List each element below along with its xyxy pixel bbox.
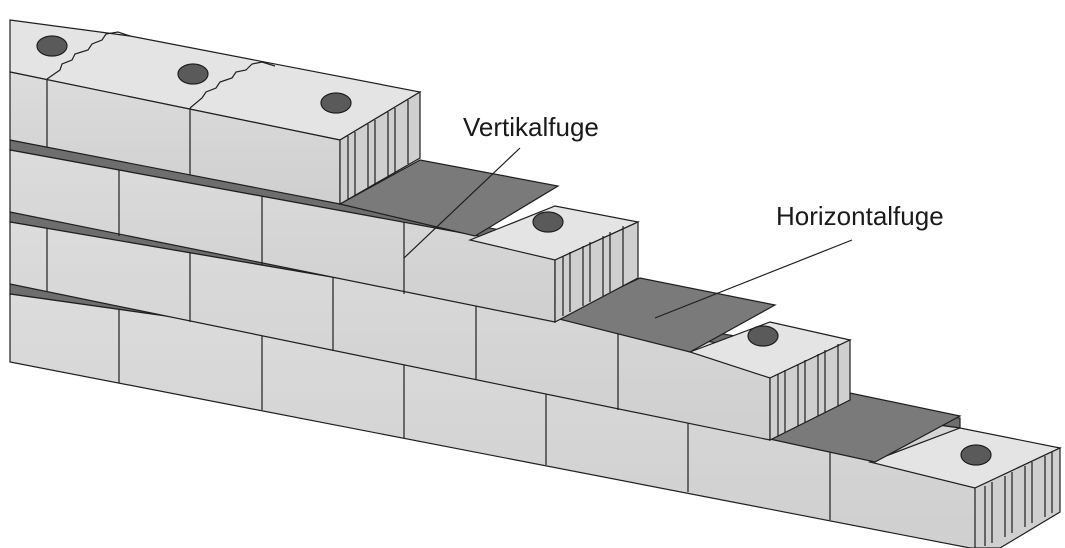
upper-course-end-block bbox=[468, 205, 640, 323]
grout-hole-icon bbox=[36, 35, 68, 57]
label-vertikalfuge: Vertikalfuge bbox=[463, 112, 599, 142]
top-course-end-side bbox=[339, 90, 421, 206]
middle-course-end-block bbox=[688, 321, 852, 441]
end-block-side-1 bbox=[974, 447, 1061, 548]
label-vertical-joint: Vertikalfuge bbox=[403, 112, 599, 259]
grout-hole-icon bbox=[532, 211, 564, 233]
label-horizontal-joint: Horizontalfuge bbox=[654, 201, 944, 319]
grout-hole-icon bbox=[747, 325, 779, 347]
course-top bbox=[9, 19, 422, 206]
leader-line-vertical-joint bbox=[403, 147, 521, 259]
grout-hole-icon bbox=[960, 444, 992, 466]
middle-course-vertical-joints bbox=[46, 228, 619, 410]
end-block-side-2 bbox=[769, 339, 851, 441]
grout-hole-icon bbox=[177, 63, 209, 85]
horizontal-joint-bed-right-3 bbox=[338, 159, 560, 237]
leader-line-horizontal-joint bbox=[654, 239, 853, 319]
top-course-interlock-profiles bbox=[46, 31, 276, 109]
label-horizontalfuge: Horizontalfuge bbox=[776, 201, 944, 231]
bottom-course-end-block bbox=[867, 427, 1062, 548]
grout-hole-icon bbox=[320, 92, 352, 114]
top-course-vertical-joints bbox=[46, 79, 191, 175]
